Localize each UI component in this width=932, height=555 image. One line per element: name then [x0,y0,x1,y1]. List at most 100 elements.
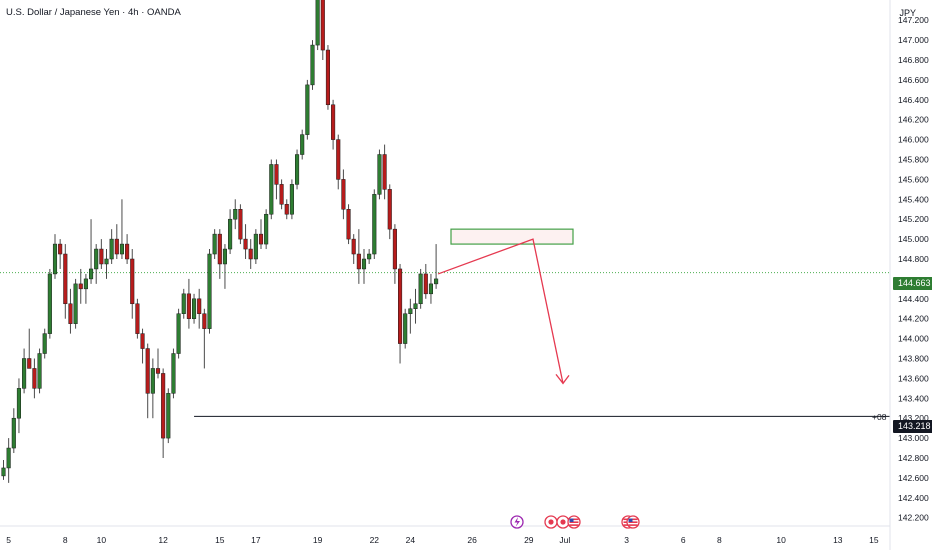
candle-up [228,218,233,250]
candle-up [181,293,186,314]
y-tick-label: 147.200 [898,15,929,25]
y-tick-label: 142.400 [898,493,929,503]
us-flag-icon[interactable] [567,515,581,529]
x-tick-label: 8 [63,535,68,545]
horizontal-line-price-badge[interactable]: 143.218 [893,420,932,433]
y-tick-label: 145.800 [898,155,929,165]
candle-down [346,209,351,240]
candle-down [27,358,32,369]
candle-down [284,204,289,215]
x-tick-label: 15 [215,535,225,545]
y-tick-label: 142.200 [898,513,929,523]
candle-up [109,238,114,260]
candle-down [238,209,243,240]
symbol-title[interactable]: U.S. Dollar / Japanese Yen · 4h · OANDA [6,7,181,18]
x-tick-label: 22 [370,535,380,545]
y-tick-label: 143.200 [898,413,929,423]
candle-down [243,238,248,250]
x-tick-label: 19 [313,535,323,545]
sell-zone-rectangle[interactable] [450,228,574,245]
y-tick-label: 146.800 [898,55,929,65]
x-tick-label: 12 [158,535,168,545]
candle-down [63,253,68,305]
candle-up [83,278,88,290]
candle-up [37,353,42,389]
y-tick-label: 142.600 [898,473,929,483]
y-tick-label: 145.600 [898,174,929,184]
candle-up [22,358,27,389]
candle-down [217,233,222,265]
candle-up [300,134,305,155]
horizontal-line-tag: +08 [872,412,887,422]
candle-down [356,253,361,270]
candle-up [52,243,58,275]
candle-down [145,348,150,394]
candle-up [253,233,258,260]
x-tick-label: 8 [717,535,722,545]
y-tick-label: 143.000 [898,433,929,443]
candle-up [119,243,125,255]
candle-down [68,303,73,324]
y-tick-label: 144.800 [898,254,929,264]
x-tick-label: Jul [559,535,570,545]
event-flash-icon[interactable] [510,515,524,529]
y-tick-label: 145.200 [898,214,929,224]
x-tick-label: 17 [251,535,261,545]
y-tick-label: 147.000 [898,35,929,45]
x-tick-label: 24 [406,535,416,545]
us-flag-icon[interactable] [626,515,640,529]
candle-down [135,303,140,334]
x-tick-label: 3 [624,535,629,545]
candle-up [428,283,433,295]
candle-down [325,49,330,106]
candle-up [310,44,315,86]
candle-up [207,253,212,329]
candle-up [94,248,99,270]
event-economic-icon[interactable] [556,515,570,529]
candle-up [289,184,294,215]
candle-up [264,213,269,245]
y-tick-label: 146.200 [898,115,929,125]
candle-up [222,248,227,265]
candle-up [372,194,377,255]
candle-up [16,388,21,419]
currency-label[interactable]: JPY [899,8,916,18]
candle-up [104,258,109,265]
x-tick-label: 10 [97,535,107,545]
projection-arrowhead [555,373,570,385]
candle-down [382,154,387,190]
candle-up [89,268,94,280]
candle-up [269,164,274,215]
candle-up [212,233,217,255]
candle-up [171,353,176,394]
candle-up [367,253,372,260]
candle-up [1,467,6,477]
x-tick-label: 29 [524,535,534,545]
candle-down [351,238,356,255]
candle-down [341,179,346,210]
y-tick-label: 142.800 [898,453,929,463]
candle-down [331,104,336,140]
event-economic-icon[interactable] [544,515,558,529]
candle-up [6,447,11,469]
candle-down [336,139,341,180]
candle-up [166,393,171,439]
candle-down [99,248,104,265]
projection-path[interactable] [437,238,564,384]
x-tick-label: 13 [833,535,843,545]
y-tick-label: 145.000 [898,234,929,244]
candle-up [176,313,181,354]
candle-down [197,298,202,314]
candle-up [11,417,16,449]
candle-up [377,154,382,195]
candle-up [408,308,413,314]
candle-up [434,278,439,285]
y-tick-label: 144.000 [898,334,929,344]
candle-down [258,233,264,245]
y-tick-label: 145.400 [898,194,929,204]
candle-up [403,313,408,344]
candle-down [248,248,253,260]
candle-up [305,84,310,135]
